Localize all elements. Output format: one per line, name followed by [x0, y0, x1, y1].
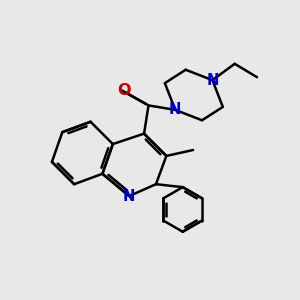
- Text: N: N: [206, 73, 219, 88]
- Text: N: N: [123, 189, 135, 204]
- Text: O: O: [117, 83, 131, 98]
- Text: N: N: [169, 102, 182, 117]
